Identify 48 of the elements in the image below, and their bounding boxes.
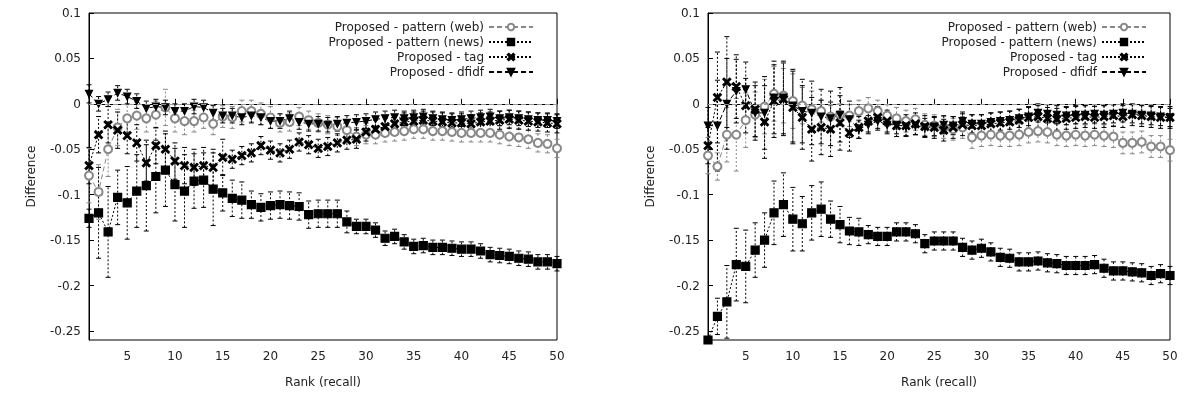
y-tick-label: -0.2 (57, 278, 81, 293)
x-tick-label: 35 (1020, 349, 1037, 363)
x-tick-label: 45 (501, 349, 517, 363)
y-tick-label: 0.1 (61, 6, 81, 20)
legend-label: Proposed - pattern (web) (947, 20, 1097, 34)
y-tick-label: -0.1 (57, 187, 81, 202)
x-tick-label: 5 (741, 349, 750, 363)
y-tick-label: -0.15 (49, 233, 81, 248)
x-tick-label: 40 (1068, 349, 1084, 363)
x-tick-label: 30 (973, 349, 990, 363)
y-tick-label: 0.05 (54, 51, 81, 66)
y-tick-label: -0.05 (49, 142, 81, 157)
legend-label: Proposed - pattern (news) (328, 35, 484, 49)
x-axis-title: Rank (recall) (901, 375, 977, 389)
x-tick-label: 50 (549, 349, 565, 363)
legend-label: Proposed - dfidf (389, 65, 485, 79)
x-tick-label: 45 (1115, 349, 1131, 363)
y-tick-label: -0.25 (49, 323, 81, 338)
y-tick-label: 0.1 (680, 6, 700, 20)
y-tick-label: 0 (692, 96, 700, 111)
x-tick-label: 15 (832, 349, 848, 363)
x-tick-label: 25 (310, 349, 326, 363)
legend-label: Proposed - dfidf (1002, 65, 1098, 79)
x-tick-label: 10 (785, 349, 801, 363)
x-tick-label: 50 (1162, 349, 1178, 363)
y-tick-label: -0.2 (676, 278, 700, 293)
x-tick-label: 40 (453, 349, 470, 363)
y-tick-label: -0.15 (668, 233, 700, 248)
legend-label: Proposed - pattern (web) (334, 20, 484, 34)
legend-label: Proposed - tag (1010, 50, 1097, 64)
y-axis-title: Difference (643, 145, 657, 208)
y-tick-label: 0 (73, 96, 81, 111)
y-tick-label: -0.1 (676, 187, 700, 202)
x-tick-label: 30 (358, 349, 374, 363)
x-tick-label: 5 (123, 349, 132, 363)
x-tick-label: 35 (406, 349, 422, 363)
x-axis-title: Rank (recall) (285, 375, 361, 389)
legend-label: Proposed - tag (397, 50, 484, 64)
x-tick-label: 20 (262, 349, 279, 363)
y-tick-label: -0.05 (668, 142, 700, 157)
y-tick-label: 0.05 (673, 51, 700, 66)
y-axis-title: Difference (24, 145, 38, 208)
legend-label: Proposed - pattern (news) (941, 35, 1097, 49)
x-tick-label: 25 (926, 349, 942, 363)
y-tick-label: -0.25 (668, 323, 700, 338)
x-tick-label: 15 (215, 349, 231, 363)
x-tick-label: 10 (167, 349, 183, 363)
x-tick-label: 20 (879, 349, 895, 363)
